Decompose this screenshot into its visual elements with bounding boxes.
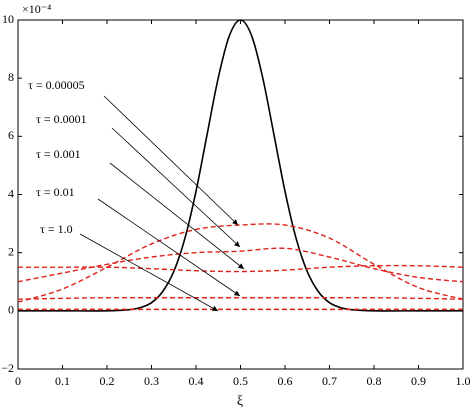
annotation: τ = 0.01	[36, 185, 75, 199]
x-tick-label: 1.0	[456, 374, 471, 388]
x-axis-label: ξ	[237, 394, 243, 409]
x-tick-label: 0.9	[411, 374, 426, 388]
y-tick-label: 4	[8, 186, 14, 200]
series-line	[18, 264, 464, 273]
annotation-arrow	[79, 233, 219, 312]
y-tick-label: 0	[8, 303, 14, 317]
y-tick-label: 6	[8, 128, 14, 142]
x-tick-label: 0.3	[144, 374, 159, 388]
x-tick-label: 0.7	[322, 374, 337, 388]
annotation: τ = 1.0	[40, 222, 73, 236]
x-tick-label: 0.8	[367, 374, 382, 388]
x-tick-label: 0.4	[189, 374, 204, 388]
annotation-arrow	[103, 95, 239, 226]
annotation-arrow	[97, 198, 241, 297]
annotation: τ = 0.001	[36, 147, 81, 161]
x-tick-label: 0	[15, 374, 21, 388]
series-line	[17, 223, 464, 303]
x-tick-label: 0.5	[233, 374, 248, 388]
y-tick-label: 2	[8, 244, 14, 258]
annotation: τ = 0.00005	[28, 78, 85, 92]
plot-frame	[17, 19, 464, 370]
x-tick-label: 0.6	[278, 374, 293, 388]
annotation: τ = 0.0001	[36, 112, 87, 126]
y-tick-label: 10	[2, 12, 14, 26]
annotation-arrow	[111, 127, 241, 248]
y-tick-label: −2	[1, 361, 14, 375]
series-line	[17, 297, 464, 300]
y-tick-label: 8	[8, 70, 14, 84]
annotation-arrow	[109, 162, 245, 270]
x-tick-label: 0.2	[100, 374, 115, 388]
series-line	[17, 19, 463, 312]
y-scale-label: ×10⁻⁴	[22, 2, 51, 16]
series-line	[17, 247, 464, 283]
x-tick-label: 0.1	[55, 374, 70, 388]
